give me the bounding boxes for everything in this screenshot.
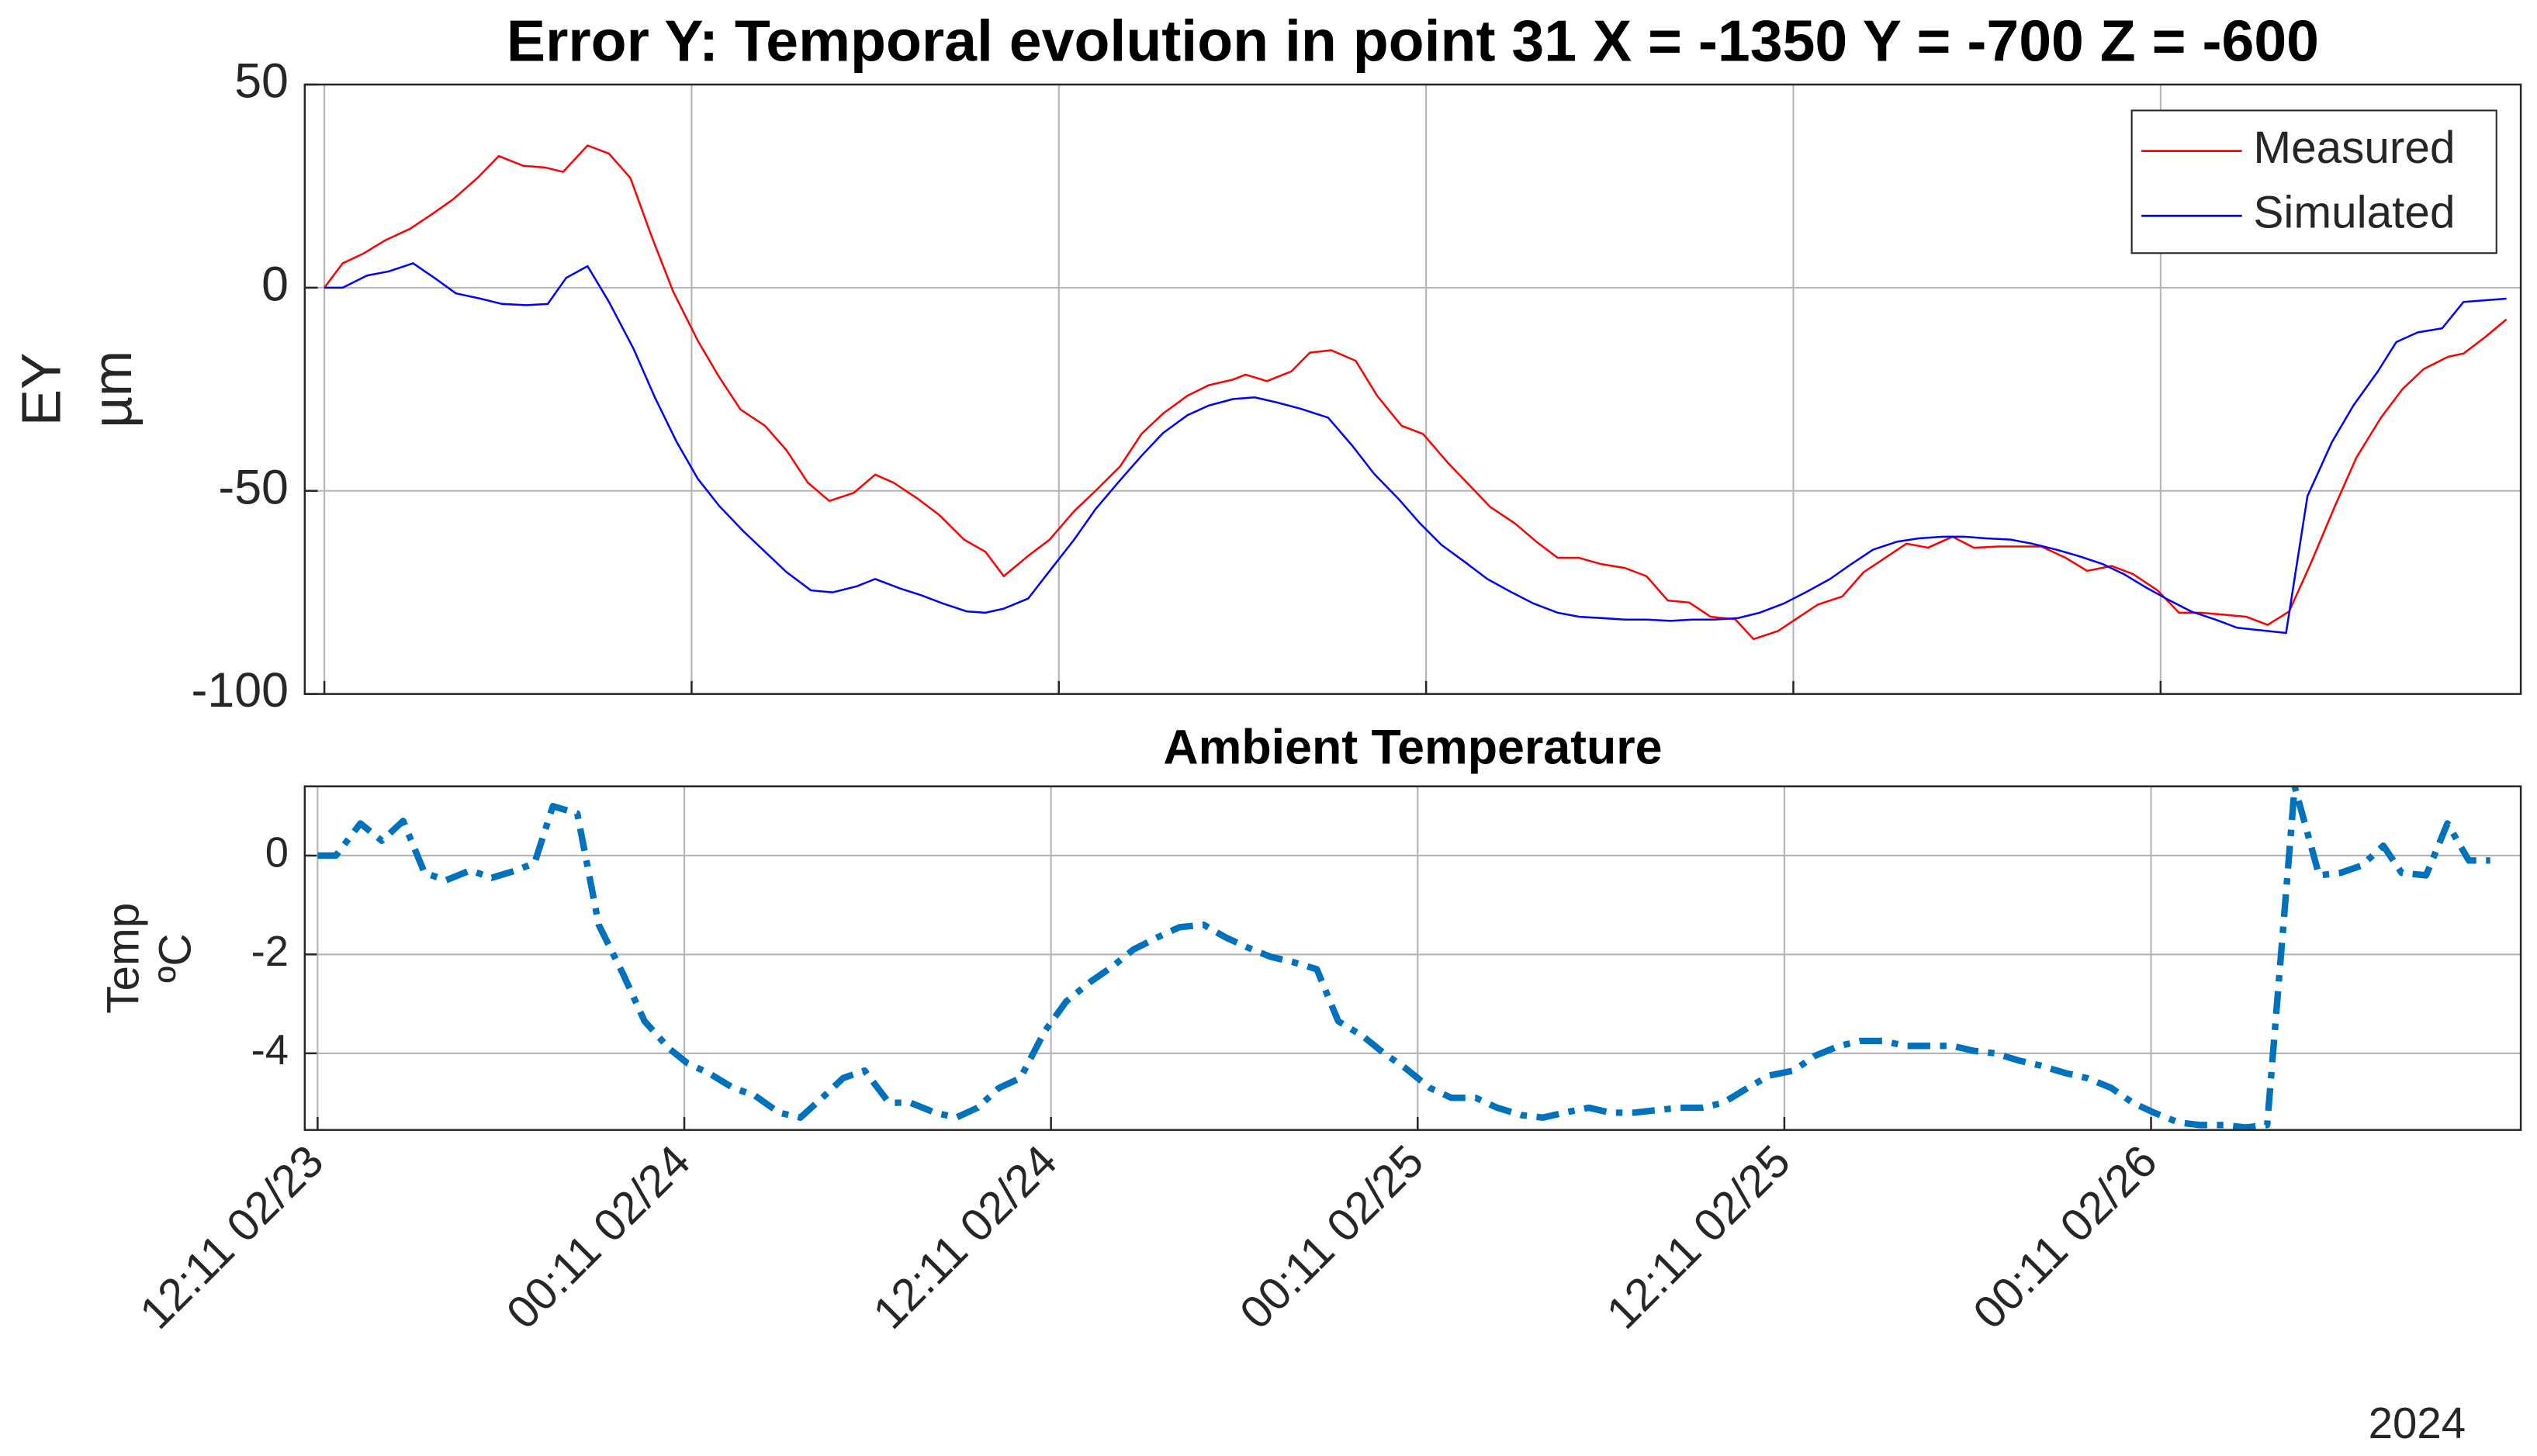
axes-frame [303, 83, 2522, 695]
axes: -4 -2 0 12:11 02/23 00:11 02/24 12:11 02/24 00… [98, 720, 2522, 1447]
y-tick-label: 0 [261, 257, 289, 311]
plot-area [304, 786, 2521, 1130]
x-tick-label: 00:11 02/26 [1964, 1136, 2166, 1338]
y-tick-label: -50 [218, 460, 289, 514]
data-line [324, 144, 2508, 641]
legend: Measured Simulated [2130, 109, 2497, 254]
x-tick-label: 00:11 02/24 [497, 1136, 700, 1338]
y-tick-label: -2 [251, 928, 289, 975]
x-tick-label: 00:11 02/25 [1230, 1136, 1433, 1338]
chart-title: Error Y: Temporal evolution in point 31 … [507, 9, 2319, 74]
x-tick-label: 12:11 02/24 [864, 1136, 1066, 1338]
legend-box [2130, 109, 2497, 254]
data-line [324, 262, 2507, 635]
x-axis-label: 2024 [2369, 1399, 2466, 1447]
y-axis-label: µm [82, 351, 144, 428]
axes: -100 -50 0 50 Error Y: Temporal evolution in… [11, 9, 2522, 718]
y-axis-label: EY [11, 352, 72, 426]
legend-label: Simulated [2253, 188, 2455, 238]
y-axis-label: Temp [98, 903, 148, 1014]
axes-frame [303, 785, 2522, 1131]
chart-title: Ambient Temperature [1163, 720, 1662, 774]
y-tick-label: -100 [191, 663, 288, 718]
y-tick-label: 50 [234, 54, 289, 109]
x-tick-label: 12:11 02/23 [130, 1136, 333, 1338]
x-tick-label: 12:11 02/25 [1597, 1136, 1800, 1338]
y-axis-label: ºC [150, 933, 200, 983]
data-line [317, 786, 2490, 1130]
y-tick-label: -4 [251, 1026, 289, 1074]
legend-label: Measured [2253, 123, 2455, 173]
y-tick-label: 0 [265, 828, 289, 876]
